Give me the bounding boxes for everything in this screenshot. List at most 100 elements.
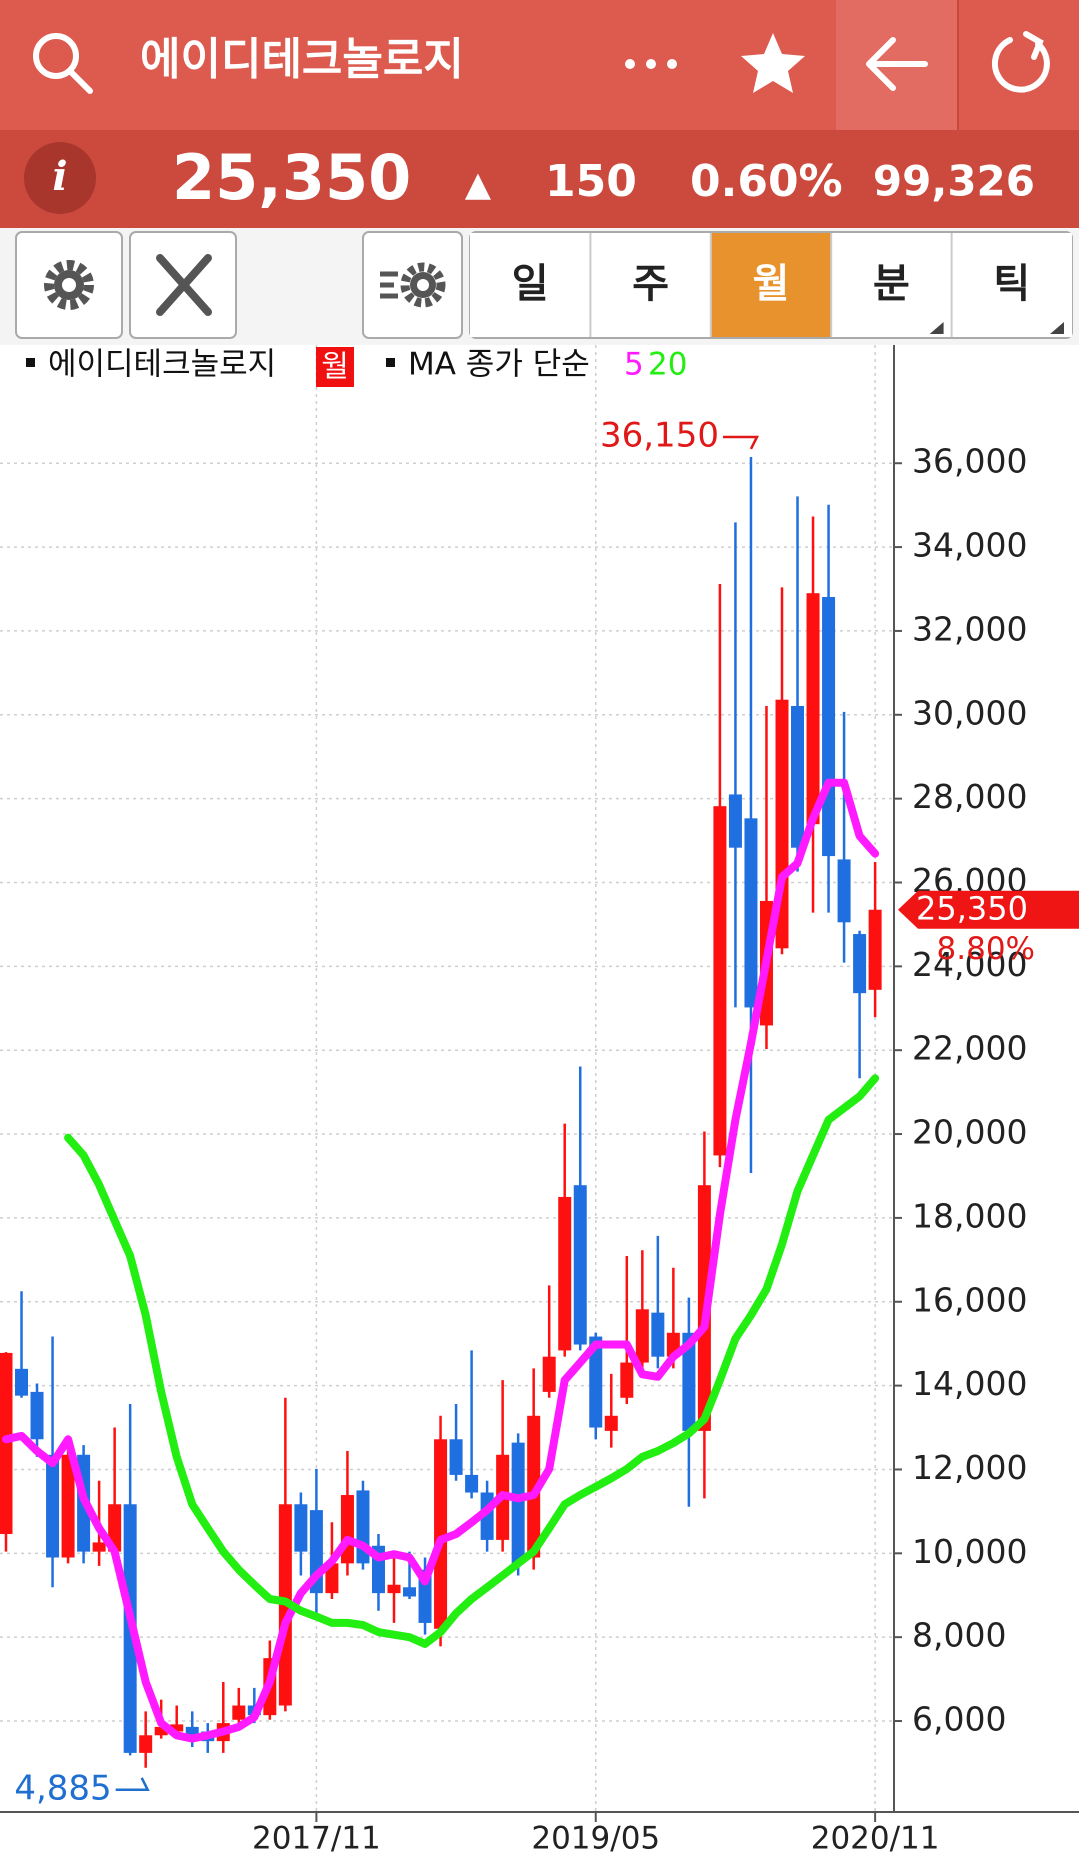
candle-body xyxy=(868,909,882,990)
quote-bar xyxy=(0,130,1079,228)
tab-label: 분 xyxy=(873,261,910,307)
candle-body xyxy=(61,1454,75,1558)
candle-body xyxy=(604,1415,618,1431)
refresh-button[interactable] xyxy=(991,31,1050,93)
candle-body xyxy=(449,1439,463,1475)
price: 25,350 xyxy=(172,141,411,214)
candle-body xyxy=(620,1362,634,1398)
settings-button[interactable] xyxy=(15,231,123,339)
tab-bg xyxy=(590,233,711,337)
candle-body xyxy=(806,593,820,825)
period-badge-bg xyxy=(316,347,354,387)
x-tick-label: 2017/11 xyxy=(252,1821,381,1857)
candle-body xyxy=(185,1726,199,1739)
candle-body xyxy=(15,1368,29,1396)
candle-body xyxy=(837,859,851,923)
tab-corner xyxy=(929,322,944,334)
candle-body xyxy=(728,794,742,848)
candle-body xyxy=(651,1312,665,1357)
candle-body xyxy=(822,596,836,857)
period-tab[interactable]: 분 xyxy=(830,233,952,337)
tab-bg xyxy=(951,233,1072,337)
candle-body xyxy=(403,1587,417,1597)
direction: ▲ xyxy=(465,165,492,205)
candle-body xyxy=(325,1563,339,1594)
y-tick-label: 24,000 xyxy=(912,945,1027,984)
tab-label: 주 xyxy=(632,261,669,307)
y-tick-label: 28,000 xyxy=(912,777,1027,816)
candle-body xyxy=(511,1442,525,1564)
grid: 6,000 8,000 10,000 12,000 14,000 16,000 18,000… xyxy=(0,345,1027,1857)
tab-label: 일 xyxy=(512,261,549,307)
candle-body xyxy=(387,1584,401,1594)
indicator-button[interactable] xyxy=(362,231,463,339)
candle-body xyxy=(294,1504,308,1552)
candle-body xyxy=(170,1724,184,1732)
candle-body xyxy=(154,1726,168,1736)
candle-body xyxy=(46,1454,60,1558)
more-button[interactable] xyxy=(625,59,677,69)
high-arrow xyxy=(722,435,759,450)
period-tab[interactable]: 일 xyxy=(470,233,591,337)
high-label: 36,150 xyxy=(600,415,719,455)
candle-body xyxy=(791,705,805,848)
app-title: 에이디테크놀로지 xyxy=(140,34,464,85)
candle-body xyxy=(682,1332,696,1431)
info-icon: i xyxy=(52,153,67,200)
y-tick-label: 8,000 xyxy=(912,1616,1006,1655)
y-tick-label: 12,000 xyxy=(912,1448,1027,1487)
period-tab[interactable]: 틱 xyxy=(950,233,1072,337)
candle-body xyxy=(713,806,727,1156)
candle-body xyxy=(0,1352,13,1535)
tab-bg xyxy=(710,233,832,337)
candle-body xyxy=(542,1356,556,1392)
y-tick-label: 6,000 xyxy=(912,1700,1006,1739)
y-tick-label: 32,000 xyxy=(912,609,1027,648)
search-button[interactable] xyxy=(33,33,93,94)
legend-ma: 5 xyxy=(624,347,644,383)
low-arrow xyxy=(115,1777,150,1792)
candle-body xyxy=(92,1542,106,1552)
period-tab[interactable]: 월 xyxy=(709,233,832,337)
info-button[interactable] xyxy=(24,142,96,214)
y-tick-label: 36,000 xyxy=(912,442,1027,481)
tab-corner xyxy=(1050,322,1064,334)
tools-button[interactable] xyxy=(129,231,237,339)
y-tick-label: 20,000 xyxy=(912,1113,1027,1152)
x-tick-label: 2020/11 xyxy=(811,1821,940,1857)
candle-body xyxy=(558,1196,572,1351)
y-tick-label: 34,000 xyxy=(912,526,1027,565)
tab-bg xyxy=(831,233,952,337)
candle-body xyxy=(589,1336,603,1428)
x-tick-label: 2019/05 xyxy=(531,1821,660,1857)
tab-label: 틱 xyxy=(993,261,1030,307)
candle-body xyxy=(527,1415,541,1558)
favorite-button[interactable] xyxy=(741,33,805,93)
y-tick-label: 22,000 xyxy=(912,1029,1027,1068)
candle-body xyxy=(465,1474,479,1493)
legend-ma: 20 xyxy=(648,347,687,383)
legend-bullet xyxy=(386,358,395,367)
candle-body xyxy=(232,1705,246,1720)
candle-body xyxy=(434,1439,448,1629)
tab-bg xyxy=(470,233,591,337)
last-price-tag xyxy=(898,890,1079,929)
y-tick-label: 18,000 xyxy=(912,1196,1027,1235)
period-tab[interactable]: 주 xyxy=(589,233,711,337)
candle-body xyxy=(573,1185,587,1345)
back-button[interactable] xyxy=(866,37,928,91)
tab-label: 월 xyxy=(753,261,790,307)
change: 150 xyxy=(545,156,637,207)
change-rate: 0.60% xyxy=(690,156,843,207)
candle-body xyxy=(340,1495,354,1564)
volume: 99,326 xyxy=(873,157,1035,206)
candle-body xyxy=(139,1735,153,1753)
last-price-label: 25,350 xyxy=(916,890,1028,928)
low-label: 4,885 xyxy=(14,1768,111,1808)
candle-body xyxy=(30,1391,44,1440)
period-badge: 월 xyxy=(321,350,349,385)
